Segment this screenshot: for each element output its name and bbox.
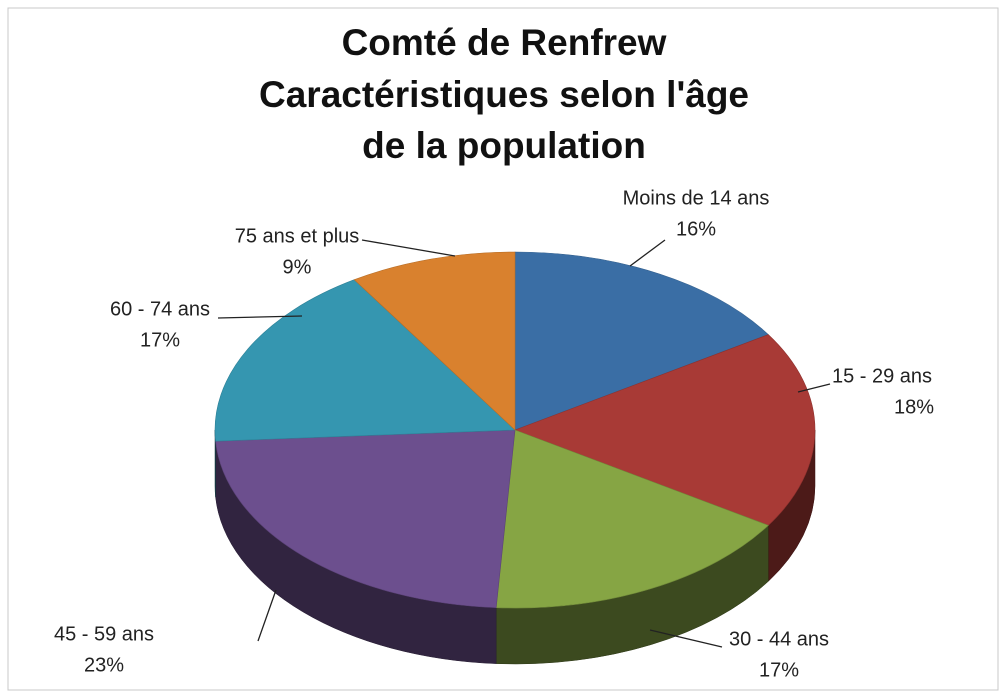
leader-line bbox=[361, 239, 456, 257]
leader-line bbox=[649, 629, 723, 648]
data-label-value: 9% bbox=[283, 256, 312, 278]
data-label-value: 18% bbox=[894, 396, 934, 418]
data-labels: Moins de 14 ans 16% 15 - 29 ans 18% 30 - 44 … bbox=[54, 187, 934, 681]
data-label-value: 23% bbox=[84, 654, 124, 676]
data-label-name: 15 - 29 ans bbox=[832, 365, 932, 387]
pie-tops bbox=[214, 251, 816, 609]
chart-title: Caractéristiques selon l'âge bbox=[259, 74, 749, 115]
slice bbox=[495, 429, 769, 609]
leader-line bbox=[629, 239, 666, 267]
slice bbox=[214, 279, 516, 442]
chart-title: de la population bbox=[362, 125, 646, 166]
leader-line bbox=[797, 383, 831, 393]
data-label-name: 75 ans et plus bbox=[235, 225, 360, 247]
data-label-name: 45 - 59 ans bbox=[54, 623, 154, 645]
leader-line bbox=[257, 589, 277, 642]
leader-line bbox=[217, 315, 303, 319]
data-label-value: 17% bbox=[759, 659, 799, 681]
slice bbox=[353, 251, 516, 431]
slice bbox=[215, 429, 516, 608]
data-label-name: 60 - 74 ans bbox=[110, 298, 210, 320]
data-label-value: 16% bbox=[676, 218, 716, 240]
data-label-name: Moins de 14 ans bbox=[623, 187, 770, 209]
chart-title: Comté de Renfrew bbox=[342, 22, 667, 63]
data-label-value: 17% bbox=[140, 329, 180, 351]
data-label-name: 30 - 44 ans bbox=[729, 628, 829, 650]
slice bbox=[514, 334, 816, 526]
slice bbox=[514, 251, 769, 431]
